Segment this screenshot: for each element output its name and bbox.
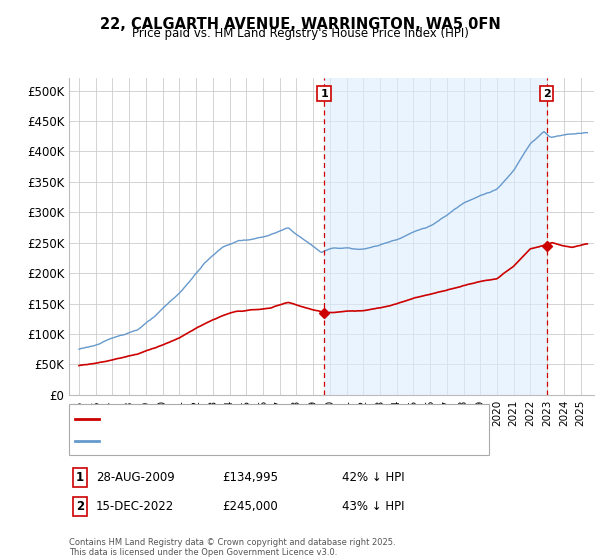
Text: 1: 1 bbox=[76, 470, 84, 484]
Text: 43% ↓ HPI: 43% ↓ HPI bbox=[342, 500, 404, 514]
Text: £134,995: £134,995 bbox=[222, 470, 278, 484]
Text: 42% ↓ HPI: 42% ↓ HPI bbox=[342, 470, 404, 484]
Text: 15-DEC-2022: 15-DEC-2022 bbox=[96, 500, 174, 514]
Text: Contains HM Land Registry data © Crown copyright and database right 2025.
This d: Contains HM Land Registry data © Crown c… bbox=[69, 538, 395, 557]
Text: 2: 2 bbox=[542, 88, 550, 99]
Text: HPI: Average price, detached house, Warrington: HPI: Average price, detached house, Warr… bbox=[104, 436, 355, 446]
Text: 28-AUG-2009: 28-AUG-2009 bbox=[96, 470, 175, 484]
Text: 22, CALGARTH AVENUE, WARRINGTON, WA5 0FN (detached house): 22, CALGARTH AVENUE, WARRINGTON, WA5 0FN… bbox=[104, 414, 451, 424]
Bar bbox=[324, 78, 547, 395]
Text: 1: 1 bbox=[320, 88, 328, 99]
Text: 2: 2 bbox=[76, 500, 84, 514]
Text: 22, CALGARTH AVENUE, WARRINGTON, WA5 0FN: 22, CALGARTH AVENUE, WARRINGTON, WA5 0FN bbox=[100, 17, 500, 32]
Text: Price paid vs. HM Land Registry's House Price Index (HPI): Price paid vs. HM Land Registry's House … bbox=[131, 27, 469, 40]
Text: £245,000: £245,000 bbox=[222, 500, 278, 514]
